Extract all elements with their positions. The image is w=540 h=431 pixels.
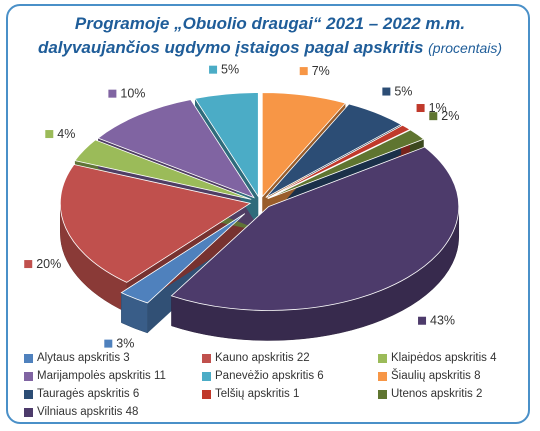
- pie-slice-panevezio-apskritis: [194, 92, 259, 198]
- data-label-swatch: [299, 67, 308, 76]
- data-label-vilniaus-apskritis: 43%: [418, 314, 455, 328]
- legend-label: Tauragės apskritis 6: [37, 388, 140, 400]
- data-label-swatch: [209, 65, 218, 74]
- legend-item: Šiaulių apskritis 8: [378, 368, 524, 384]
- data-label-swatch: [104, 339, 113, 348]
- data-label-text: 2%: [441, 109, 459, 123]
- data-label-panevezio-apskritis: 5%: [209, 63, 239, 77]
- chart-title: Programoje „Obuolio draugai“ 2021 – 2022…: [16, 12, 524, 60]
- legend-swatch: [202, 353, 211, 363]
- legend-swatch: [24, 389, 33, 399]
- data-label-swatch: [24, 260, 33, 269]
- legend-label: Telšių apskritis 1: [215, 388, 300, 400]
- data-label-text: 7%: [312, 64, 330, 78]
- legend-swatch: [202, 371, 211, 381]
- data-label-text: 4%: [57, 127, 75, 141]
- pie-slice-marijampoles-apskritis: [97, 99, 255, 199]
- pie-slice-alytaus-apskritis: [120, 213, 246, 304]
- legend: Alytaus apskritis 3 Kauno apskritis 22 Kla…: [24, 350, 524, 420]
- data-label-kauno-apskritis: 20%: [24, 257, 61, 271]
- legend-item: Utenos apskritis 2: [378, 386, 524, 402]
- data-label-alytaus-apskritis: 3%: [104, 337, 134, 351]
- data-label-marijampoles-apskritis: 10%: [108, 87, 145, 101]
- legend-item: Kauno apskritis 22: [202, 350, 378, 366]
- legend-label: Panevėžio apskritis 6: [215, 370, 324, 382]
- legend-label: Šiaulių apskritis 8: [391, 370, 481, 382]
- legend-swatch: [24, 371, 33, 381]
- legend-swatch: [378, 389, 387, 399]
- data-label-text: 1%: [429, 101, 447, 115]
- pie-slice-kauno-apskritis: [59, 164, 252, 283]
- data-label-swatch: [416, 104, 425, 113]
- legend-label: Alytaus apskritis 3: [37, 352, 130, 364]
- data-label-swatch: [108, 89, 117, 98]
- legend-label: Utenos apskritis 2: [391, 388, 483, 400]
- data-label-text: 43%: [430, 314, 455, 328]
- data-label-swatch: [418, 316, 427, 325]
- pie-slice-vilniaus-apskritis: [170, 146, 460, 311]
- legend-swatch: [378, 371, 387, 381]
- legend-item: Marijampolės apskritis 11: [24, 368, 202, 384]
- data-label-text: 10%: [120, 87, 145, 101]
- legend-item: Klaipėdos apskritis 4: [378, 350, 524, 366]
- data-label-klaipedos-apskritis: 4%: [45, 127, 75, 141]
- legend-swatch: [24, 353, 33, 363]
- chart-title-unit: (procentais): [428, 40, 503, 56]
- legend-label: Klaipėdos apskritis 4: [391, 352, 497, 364]
- data-label-taurages-apskritis: 5%: [382, 85, 412, 99]
- data-label-siauliu-apskritis: 7%: [299, 64, 330, 78]
- pie-slice-taurages-apskritis: [265, 103, 402, 198]
- data-label-swatch: [382, 87, 391, 96]
- data-label-text: 3%: [116, 337, 134, 351]
- legend-item: Telšių apskritis 1: [202, 386, 378, 402]
- data-label-telsiu-apskritis: 1%: [416, 101, 447, 115]
- chart-title-line2-wrap: dalyvaujančios ugdymo įstaigos pagal aps…: [16, 36, 524, 60]
- data-label-text: 20%: [36, 257, 61, 271]
- chart-frame: Programoje „Obuolio draugai“ 2021 – 2022…: [6, 4, 530, 424]
- legend-item: Tauragės apskritis 6: [24, 386, 202, 402]
- chart-title-line1: Programoje „Obuolio draugai“ 2021 – 2022…: [74, 14, 466, 33]
- pie-slice-utenos-apskritis: [267, 129, 425, 199]
- legend-label: Marijampolės apskritis 11: [37, 370, 166, 382]
- data-label-swatch: [429, 112, 438, 121]
- legend-swatch: [202, 389, 211, 399]
- legend-swatch: [24, 407, 33, 417]
- pie-slice-siauliu-apskritis: [261, 92, 347, 198]
- legend-item: Panevėžio apskritis 6: [202, 368, 378, 384]
- pie-slice-telsiu-apskritis: [267, 124, 411, 199]
- pie-tops: [59, 92, 460, 311]
- pie-slice-klaipedos-apskritis: [74, 139, 252, 200]
- data-label-swatch: [45, 130, 54, 139]
- legend-label: Kauno apskritis 22: [215, 352, 310, 364]
- chart-title-line2: dalyvaujančios ugdymo įstaigos pagal aps…: [37, 38, 424, 57]
- data-label-utenos-apskritis: 2%: [429, 109, 459, 123]
- legend-swatch: [378, 353, 387, 363]
- pie-labels: 7% 5% 1%2% 43% 3% 20% 4% 10% 5%: [24, 63, 459, 351]
- legend-label: Vilniaus apskritis 48: [37, 406, 139, 418]
- legend-item: Vilniaus apskritis 48: [24, 404, 202, 420]
- data-label-text: 5%: [394, 85, 412, 99]
- legend-item: Alytaus apskritis 3: [24, 350, 202, 366]
- pie-chart: 7% 5% 1%2% 43% 3% 20% 4% 10% 5%: [24, 63, 460, 351]
- data-label-text: 5%: [221, 63, 239, 77]
